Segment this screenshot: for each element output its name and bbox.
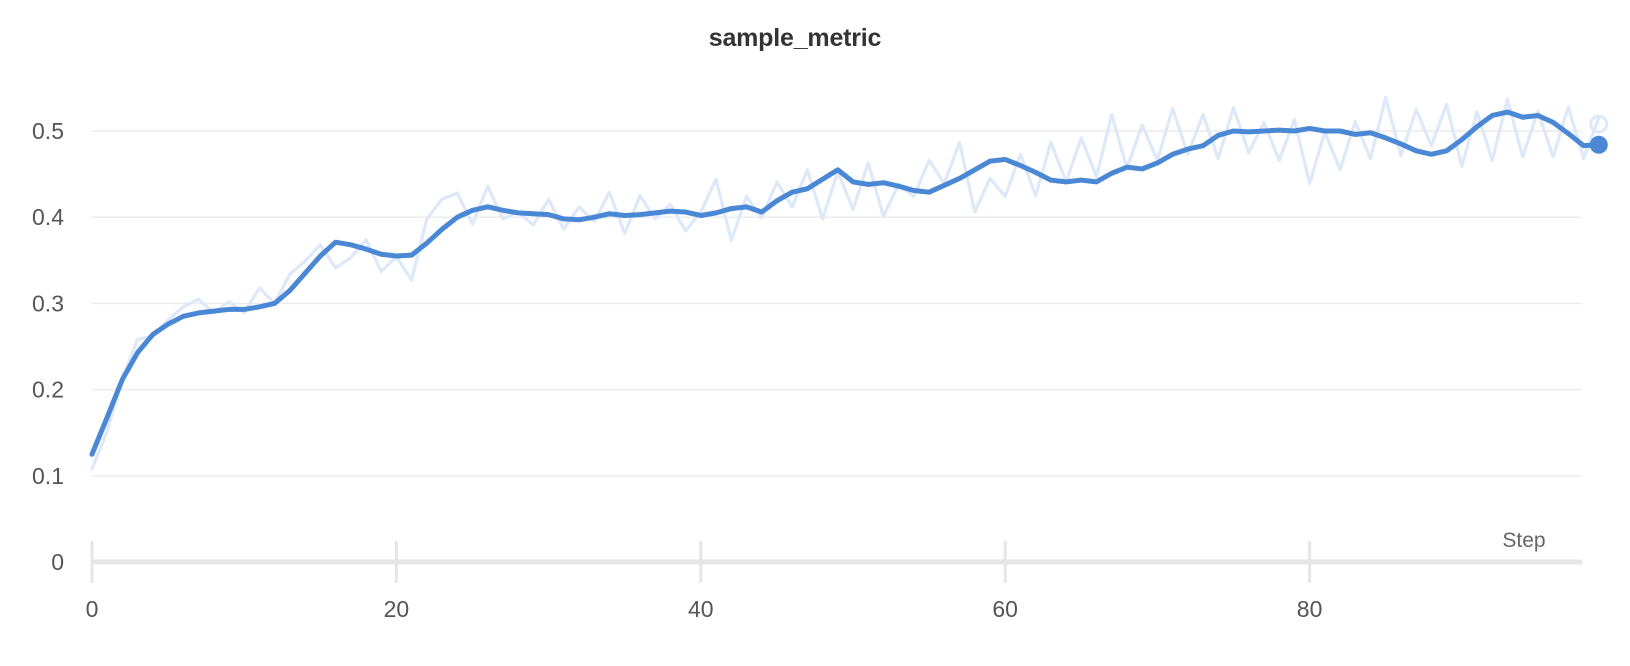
x-axis-tick-labels: 0 20 40 60 80 [86,596,1323,622]
x-tick-label: 60 [992,596,1018,622]
y-tick-label: 0 [51,549,64,575]
gridlines [92,130,1582,477]
x-tick-label: 40 [688,596,714,622]
raw-series-line [90,95,1601,471]
x-tick-label: 80 [1297,596,1323,622]
raw-series-endpoint-marker [1589,114,1609,134]
y-tick-label: 0.3 [32,290,64,316]
y-tick-label: 0.1 [32,463,64,489]
y-tick-label: 0.2 [32,377,64,403]
x-axis-title: Step [1502,529,1545,552]
x-axis [90,541,1582,583]
page-title: sample_metric [708,24,882,52]
smoothed-series-line[interactable] [89,109,1602,457]
x-tick-label: 0 [86,596,99,622]
y-tick-label: 0.5 [32,118,64,144]
y-tick-label: 0.4 [32,204,64,230]
smoothed-series-endpoint-marker[interactable] [1589,135,1608,154]
y-axis-tick-labels: 0 0.1 0.2 0.3 0.4 0.5 [32,118,64,575]
x-tick-label: 20 [384,596,410,622]
